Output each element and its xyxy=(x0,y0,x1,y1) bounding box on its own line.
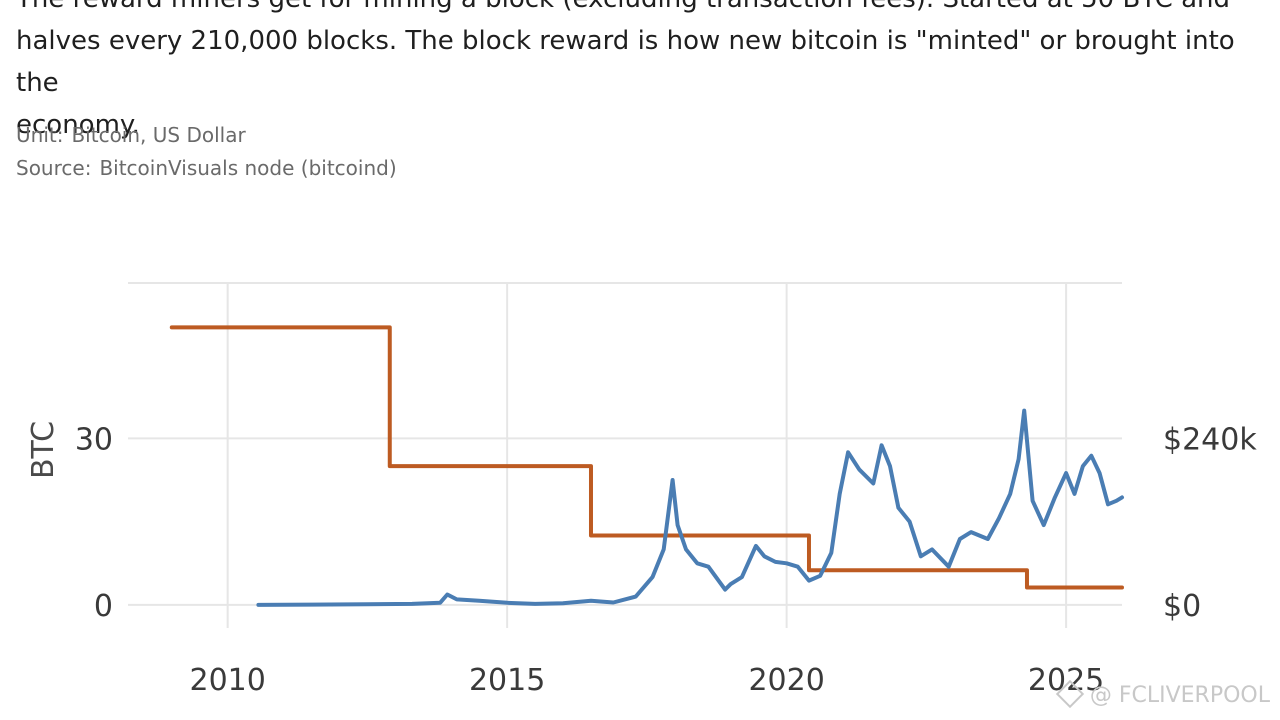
watermark: @ FCLIVERPOOL xyxy=(1055,679,1270,709)
chart-description: The reward miners get for mining a block… xyxy=(16,0,1266,146)
description-line-3: economy. xyxy=(16,110,140,140)
description-line-2: halves every 210,000 blocks. The block r… xyxy=(16,26,1235,98)
series-lines xyxy=(169,325,1124,607)
tick-labels: 2010 2015 2020 2025 0 30 $240k $0 xyxy=(75,422,1258,698)
x-tick-label-2015: 2015 xyxy=(469,663,545,698)
source-label: Source: xyxy=(16,156,92,180)
y-left-tick-label-0: 0 xyxy=(94,589,113,624)
y-right-tick-label-1: $0 xyxy=(1163,589,1201,624)
x-tick-label-2025: 2025 xyxy=(1028,663,1104,698)
y-axis-title: BTC xyxy=(26,421,61,479)
y-right-tick-label-0: $240k xyxy=(1163,422,1257,457)
description-line-1: The reward miners get for mining a block… xyxy=(16,0,1230,14)
x-tick-label-2010: 2010 xyxy=(189,663,265,698)
unit-label: Unit: xyxy=(16,123,64,147)
grid-lines xyxy=(128,282,1122,628)
source-value: BitcoinVisuals node (bitcoind) xyxy=(99,156,397,180)
diamond-logo-icon xyxy=(1055,679,1084,709)
unit-line: Unit: Bitcoin, US Dollar xyxy=(16,123,246,147)
y-left-tick-label-30: 30 xyxy=(75,422,113,457)
series-line-block_reward xyxy=(169,325,1124,590)
watermark-text: @ FCLIVERPOOL xyxy=(1089,683,1270,708)
unit-value: Bitcoin, US Dollar xyxy=(71,123,246,147)
x-tick-label-2020: 2020 xyxy=(748,663,824,698)
source-line: Source: BitcoinVisuals node (bitcoind) xyxy=(16,156,397,180)
series-line-price xyxy=(256,408,1124,607)
